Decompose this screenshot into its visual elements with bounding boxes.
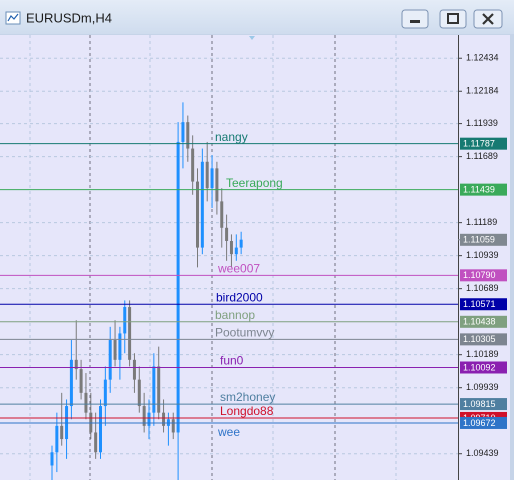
candle-body (128, 307, 132, 360)
candle-body (74, 359, 78, 370)
maximize-button[interactable] (439, 9, 467, 29)
candle-body (50, 452, 54, 466)
level-price-label-box (460, 361, 507, 374)
candle-body (229, 240, 233, 255)
minimize-button[interactable] (401, 9, 429, 29)
window-title: EURUSDm,H4 (26, 10, 112, 25)
candle-body (225, 227, 229, 241)
minimize-icon (410, 20, 420, 23)
level-price-label-box (460, 183, 507, 196)
level-name: wee007 (217, 261, 260, 275)
candle-body (94, 432, 98, 453)
candle-body (191, 148, 195, 182)
level-price-label-box (460, 416, 507, 429)
candle-body (176, 141, 180, 433)
y-tick-label: 1.10939 (466, 250, 499, 260)
candle-body (142, 406, 146, 426)
candle-body (132, 359, 136, 380)
level-name: Teerapong (226, 176, 283, 190)
y-tick-label: 1.12184 (466, 86, 499, 96)
level-name: Longdo88 (220, 404, 274, 418)
candle-body (181, 122, 185, 142)
candle-body (108, 340, 112, 380)
candle-body (152, 366, 156, 413)
level-name: bannop (215, 308, 255, 322)
candle-body (215, 168, 219, 202)
candle-body (162, 412, 166, 426)
candle-body (137, 379, 141, 407)
candle-body (123, 307, 127, 334)
level-name: bird2000 (216, 290, 263, 304)
period-separators (89, 35, 336, 480)
level-price-label-box (460, 298, 507, 311)
candle-body (186, 122, 190, 149)
y-tick-label: 1.11939 (466, 118, 498, 128)
window-icon-line (7, 13, 19, 22)
level-price-label: 1.11439 (463, 185, 495, 195)
y-tick-label: 1.10689 (466, 283, 499, 293)
candle-body (234, 247, 238, 255)
y-tick-label: 1.12434 (466, 53, 499, 63)
candle-body (220, 201, 224, 228)
level-price-label-box (460, 398, 507, 411)
candle-body (200, 161, 204, 248)
level-price-label: 1.09672 (463, 418, 496, 428)
candle-body (103, 379, 107, 407)
level-name: wee (217, 425, 240, 439)
candle-body (196, 181, 199, 248)
scroll-marker (249, 36, 255, 40)
y-tick-label: 1.11189 (466, 217, 497, 227)
level-name: nangy (215, 130, 248, 144)
level-name: Pootumvvy (215, 326, 274, 340)
close-icon (482, 13, 494, 25)
level-name: fun0 (220, 354, 244, 368)
level-price-label: 1.09815 (463, 399, 496, 409)
candle-body (113, 340, 117, 360)
candle-body (99, 406, 102, 453)
y-tick-label: 1.11689 (466, 151, 498, 161)
current-price-label-box (460, 233, 507, 246)
y-tick-label: 1.10189 (466, 349, 499, 359)
level-price-label: 1.10305 (463, 334, 496, 344)
candle-body (55, 425, 59, 453)
level-price-label-box (460, 137, 507, 150)
level-price-label: 1.10438 (463, 317, 496, 327)
candle-body (239, 239, 243, 248)
candle-body (205, 161, 209, 189)
candle-body (84, 392, 88, 413)
candle-body (157, 366, 161, 413)
maximize-icon (447, 13, 459, 24)
current-price-label: 1.11059 (463, 235, 495, 245)
candle-body (210, 168, 214, 189)
y-tick-label: 1.09439 (466, 448, 499, 458)
level-price-label-box (460, 333, 507, 346)
level-price-label: 1.10790 (463, 270, 496, 280)
level-price-label: 1.10092 (463, 362, 496, 372)
level-price-label: 1.10571 (463, 299, 496, 309)
level-price-label-box (460, 269, 507, 282)
candle-body (69, 359, 73, 407)
candle-body (79, 369, 83, 393)
candle-body (171, 419, 175, 433)
y-tick-label: 1.09939 (466, 382, 499, 392)
candle-body (60, 425, 64, 440)
level-price-label: 1.11787 (463, 139, 495, 149)
vertical-grid (29, 35, 397, 480)
candle-body (147, 412, 151, 426)
level-name: sm2honey (220, 390, 275, 404)
window-buttons[interactable] (401, 9, 503, 29)
level-price-label-box (460, 315, 507, 328)
candle-body (118, 333, 122, 360)
